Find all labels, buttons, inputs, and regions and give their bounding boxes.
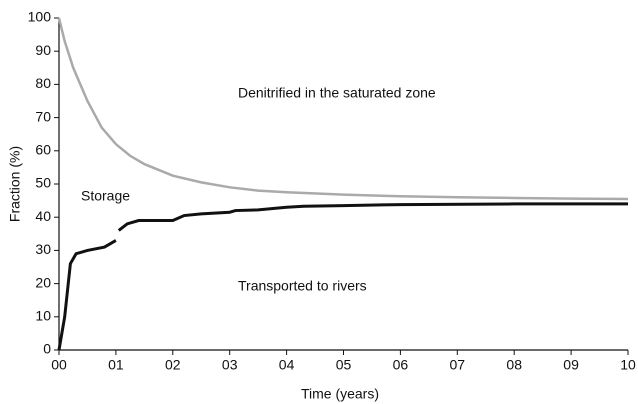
annotation: Transported to rivers (238, 278, 367, 294)
series-line (57, 17, 629, 201)
annotation: Denitrified in the saturated zone (238, 85, 436, 101)
x-tick-label: 09 (563, 357, 579, 373)
y-tick-label: 10 (35, 308, 51, 324)
y-axis-title: Fraction (%) (7, 146, 23, 222)
x-axis-title: Time (years) (301, 386, 379, 402)
x-tick-label: 04 (279, 357, 295, 373)
x-tick-label: 06 (393, 357, 409, 373)
y-tick-label: 90 (35, 42, 51, 58)
y-tick-label: 80 (35, 75, 51, 91)
y-tick-label: 70 (35, 108, 51, 124)
y-tick-label: 50 (35, 175, 51, 191)
y-tick-label: 100 (28, 9, 52, 25)
x-tick-label: 07 (450, 357, 466, 373)
y-tick-label: 30 (35, 241, 51, 257)
x-tick-label: 01 (108, 357, 124, 373)
y-tick-label: 60 (35, 142, 51, 158)
y-tick-label: 0 (43, 341, 51, 357)
y-tick-label: 40 (35, 208, 51, 224)
x-tick-label: 02 (165, 357, 181, 373)
x-tick-label: 03 (222, 357, 238, 373)
x-tick-label: 05 (336, 357, 352, 373)
annotation: Storage (81, 188, 130, 204)
x-tick-label: 00 (51, 357, 67, 373)
x-tick-label: 10 (620, 357, 636, 373)
x-tick-label: 08 (506, 357, 522, 373)
y-tick-label: 20 (35, 274, 51, 290)
series-line (57, 202, 628, 351)
